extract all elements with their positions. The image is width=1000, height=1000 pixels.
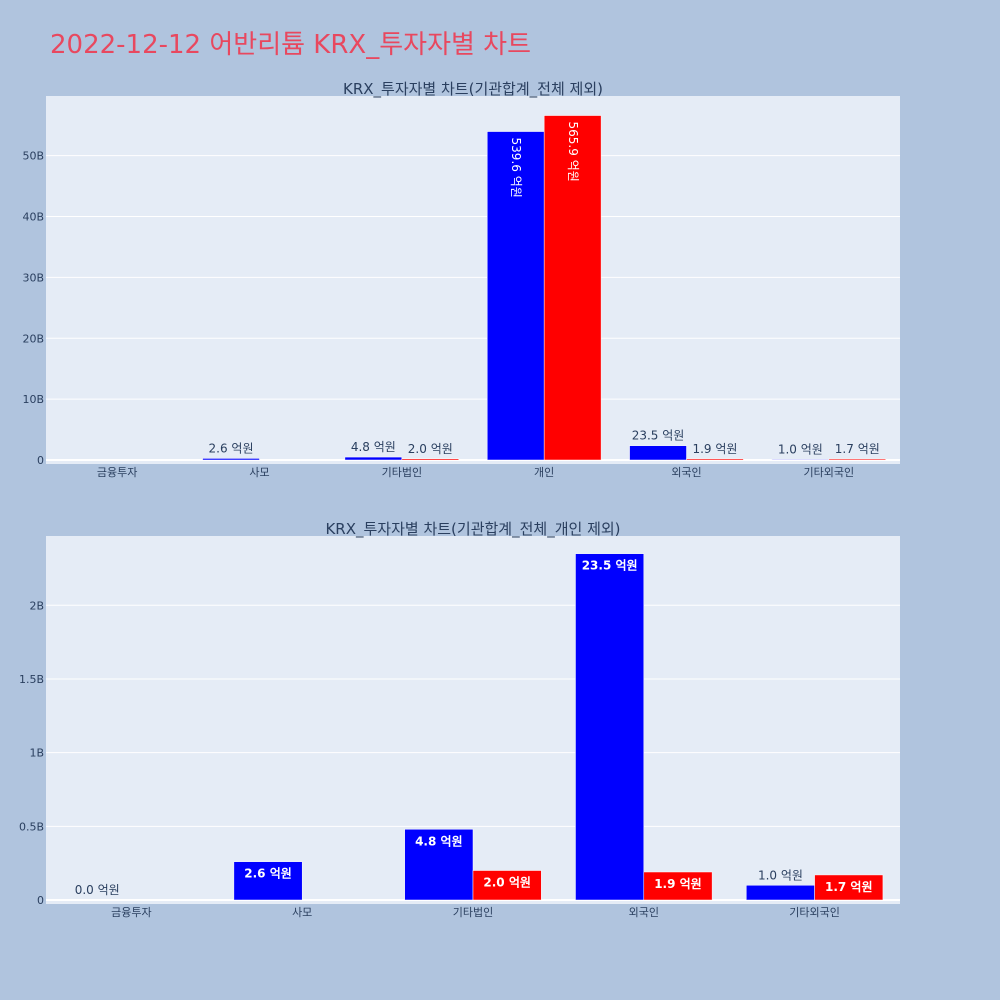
chart2-data-label: 23.5 억원 [582, 559, 638, 573]
chart1-data-label: 539.6 억원 [509, 138, 523, 198]
chart1-bar [344, 456, 403, 461]
chart1-bar [401, 458, 460, 461]
chart1-data-label: 23.5 억원 [632, 429, 685, 443]
chart2-bar [814, 874, 884, 901]
chart2-bar [404, 829, 474, 901]
chart2-data-label: 4.8 억원 [415, 834, 463, 848]
chart1-data-label: 1.0 억원 [778, 442, 823, 456]
chart2-xtick-label: 기타외국인 [789, 906, 840, 919]
chart1-title: KRX_투자자별 차트(기관합계_전체 제외) [343, 80, 603, 99]
chart1-ytick-label: 0 [37, 454, 44, 467]
chart1-ytick-label: 40B [22, 211, 44, 224]
chart2-data-label: 2.0 억원 [483, 876, 531, 890]
chart2-data-label: 2.6 억원 [244, 867, 292, 881]
chart1-bar [686, 458, 744, 461]
chart1-bar [543, 115, 602, 461]
chart1-bar [629, 445, 687, 461]
chart2-xtick-label: 외국인 [629, 906, 659, 919]
chart1-xtick-label: 개인 [534, 466, 554, 479]
chart1-data-label: 4.8 억원 [351, 440, 396, 454]
chart1-bar [202, 458, 260, 461]
chart1-data-label: 565.9 억원 [566, 122, 580, 182]
chart2-bar [472, 870, 542, 901]
chart1-bar [771, 459, 830, 461]
chart2-bar [746, 885, 815, 901]
chart2-ytick-label: 1.5B [19, 673, 44, 686]
chart1-bar [828, 458, 887, 461]
chart1-xtick-label: 기타법인 [382, 466, 422, 479]
chart2-bar [233, 861, 303, 901]
chart1-xtick-label: 금융투자 [97, 466, 137, 479]
chart2-data-label: 1.0 억원 [758, 868, 803, 882]
chart2-xtick-label: 금융투자 [111, 906, 151, 919]
chart1-data-label: 2.0 억원 [408, 442, 453, 456]
chart1-xtick-label: 사모 [249, 466, 269, 479]
chart1-plot-area [46, 96, 900, 464]
chart2-ytick-label: 2B [29, 599, 44, 612]
chart2-bar [575, 553, 645, 901]
chart2-title: KRX_투자자별 차트(기관합계_전체_개인 제외) [325, 520, 620, 539]
page-title: 2022-12-12 어반리튬 KRX_투자자별 차트 [50, 30, 532, 60]
chart1-ytick-label: 30B [22, 271, 44, 284]
chart1-xtick-label: 외국인 [671, 466, 701, 479]
chart1-data-label: 2.6 억원 [209, 441, 254, 455]
chart2-bar [643, 871, 713, 901]
chart2-data-label: 1.9 억원 [654, 877, 702, 891]
chart2-ytick-label: 0.5B [19, 820, 44, 833]
chart2-xtick-label: 사모 [292, 906, 312, 919]
chart1-data-label: 1.9 억원 [692, 442, 737, 456]
chart2-data-label: 0.0 억원 [75, 883, 120, 897]
chart2-data-label: 1.7 억원 [825, 880, 873, 894]
chart1-ytick-label: 10B [22, 393, 44, 406]
chart2-xtick-label: 기타법인 [453, 906, 493, 919]
chart1-data-label: 1.7 억원 [835, 442, 880, 456]
chart2-ytick-label: 0 [37, 894, 44, 907]
chart1-ytick-label: 50B [22, 150, 44, 163]
chart1-ytick-label: 20B [22, 332, 44, 345]
chart1-xtick-label: 기타외국인 [804, 466, 855, 479]
chart2-ytick-label: 1B [29, 747, 44, 760]
